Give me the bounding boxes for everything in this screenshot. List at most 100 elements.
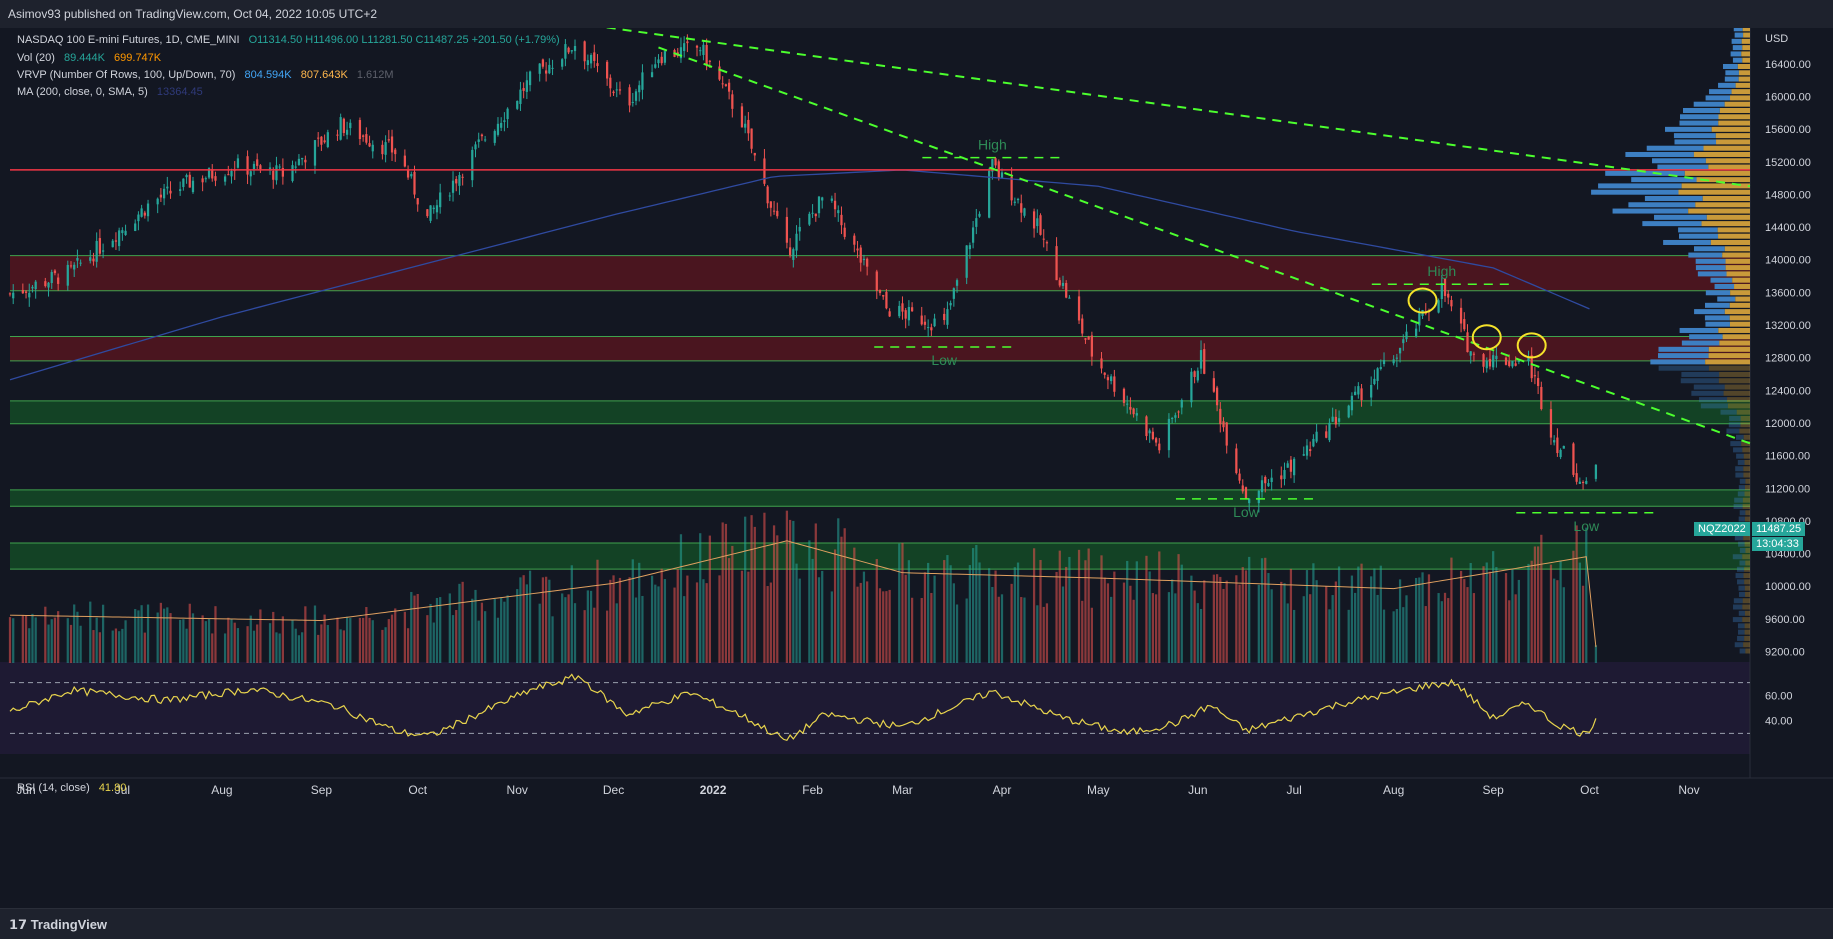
candle-body bbox=[204, 178, 207, 180]
profile-up-bar bbox=[1694, 309, 1725, 315]
volume-bar bbox=[1305, 570, 1309, 663]
volume-ma-line bbox=[9, 540, 1597, 648]
candle-body bbox=[994, 158, 997, 166]
volume-bar bbox=[1392, 611, 1395, 663]
candle-body bbox=[888, 311, 891, 317]
price-chart[interactable]: High Low High Low Low USD 16400.00 16000.00 156… bbox=[0, 28, 1833, 908]
candle-body bbox=[1129, 406, 1132, 410]
profile-down-bar bbox=[1737, 63, 1750, 69]
candle-body bbox=[336, 134, 339, 136]
volume-bar bbox=[358, 617, 362, 663]
volume-bar bbox=[76, 611, 79, 663]
profile-down-bar bbox=[1743, 32, 1750, 38]
candle-body bbox=[349, 122, 352, 129]
highlight-circle bbox=[1407, 287, 1438, 314]
volume-bar bbox=[763, 512, 766, 663]
volume-bar bbox=[657, 586, 660, 663]
candle-body bbox=[256, 159, 259, 166]
legend-vrvp-a: 804.594K bbox=[244, 69, 292, 81]
volume-bar bbox=[1106, 583, 1110, 663]
volume-bar bbox=[1581, 585, 1585, 663]
volume-bar bbox=[811, 558, 814, 663]
profile-up-bar bbox=[1695, 258, 1726, 264]
countdown-badge: 13:04:33 bbox=[1752, 537, 1803, 551]
volume-bar bbox=[901, 542, 904, 663]
profile-up-bar bbox=[1737, 459, 1745, 465]
time-tick: Jul bbox=[1286, 783, 1301, 797]
candle-body bbox=[522, 88, 525, 91]
volume-bar bbox=[792, 520, 795, 663]
volume-bar bbox=[272, 611, 275, 663]
candle-body bbox=[1315, 431, 1318, 442]
candle-body bbox=[1039, 215, 1042, 235]
profile-down-bar bbox=[1744, 491, 1750, 497]
volume-bar bbox=[362, 617, 365, 663]
volume-bar bbox=[586, 590, 589, 663]
candle-body bbox=[1514, 363, 1517, 366]
volume-bar bbox=[769, 582, 772, 663]
time-tick: Aug bbox=[211, 783, 232, 797]
volume-bar bbox=[1286, 603, 1289, 663]
volume-bar bbox=[1415, 577, 1418, 663]
price-tick: 14000.00 bbox=[1765, 255, 1811, 267]
volume-bar bbox=[12, 618, 15, 663]
volume-bar bbox=[169, 613, 172, 663]
volume-bar bbox=[493, 598, 496, 663]
candle-body bbox=[1581, 482, 1585, 484]
volume-bar bbox=[1196, 603, 1199, 663]
profile-up-bar bbox=[1733, 447, 1743, 453]
volume-bar bbox=[727, 558, 731, 663]
candle-body bbox=[923, 321, 927, 325]
volume-bar bbox=[1511, 569, 1514, 663]
pivot-label: Low bbox=[1233, 504, 1260, 520]
candle-body bbox=[301, 157, 304, 160]
volume-bar bbox=[1315, 580, 1318, 663]
profile-up-bar bbox=[1722, 63, 1738, 69]
price-tick: 14400.00 bbox=[1765, 222, 1811, 234]
candle-body bbox=[952, 288, 955, 299]
zone bbox=[10, 400, 1750, 424]
volume-bar bbox=[545, 576, 548, 663]
candle-body bbox=[1068, 297, 1071, 299]
candle-body bbox=[1575, 473, 1578, 482]
profile-down-bar bbox=[1715, 133, 1750, 139]
profile-down-bar bbox=[1735, 296, 1750, 302]
candle-body bbox=[1504, 357, 1508, 365]
candle-body bbox=[866, 258, 869, 267]
volume-bar bbox=[1084, 560, 1087, 663]
candle-body bbox=[406, 170, 410, 178]
volume-bar bbox=[349, 617, 352, 663]
candle-body bbox=[650, 72, 654, 78]
volume-bar bbox=[1145, 555, 1148, 663]
profile-down-bar bbox=[1742, 604, 1750, 610]
volume-bar bbox=[634, 597, 638, 663]
volume-bar bbox=[1469, 562, 1472, 663]
candle-body bbox=[583, 41, 586, 62]
profile-up-bar bbox=[1735, 466, 1744, 472]
volume-bar bbox=[740, 570, 744, 663]
candle-body bbox=[724, 84, 728, 86]
candle-body bbox=[1032, 211, 1036, 229]
volume-bar bbox=[101, 604, 105, 663]
candle-body bbox=[53, 270, 57, 274]
volume-bar bbox=[413, 595, 416, 663]
volume-bar bbox=[686, 575, 689, 663]
volume-bar bbox=[1158, 551, 1161, 663]
tradingview-logo[interactable]: 𝟭𝟳 TradingView bbox=[9, 917, 107, 933]
profile-up-bar bbox=[1679, 327, 1719, 333]
profile-up-bar bbox=[1733, 503, 1743, 509]
profile-down-bar bbox=[1736, 409, 1750, 415]
profile-up-bar bbox=[1705, 290, 1731, 296]
volume-bar bbox=[336, 617, 339, 663]
volume-bar bbox=[1334, 581, 1337, 663]
volume-bar bbox=[923, 572, 927, 663]
volume-bar bbox=[47, 624, 50, 663]
volume-bar bbox=[1289, 568, 1293, 663]
volume-bar bbox=[1010, 583, 1013, 663]
volume-bar bbox=[31, 613, 34, 663]
volume-bar bbox=[1562, 587, 1565, 663]
volume-bar bbox=[1421, 572, 1424, 663]
candle-body bbox=[920, 315, 923, 325]
volume-bar bbox=[1215, 574, 1219, 663]
volume-bar bbox=[817, 577, 821, 663]
